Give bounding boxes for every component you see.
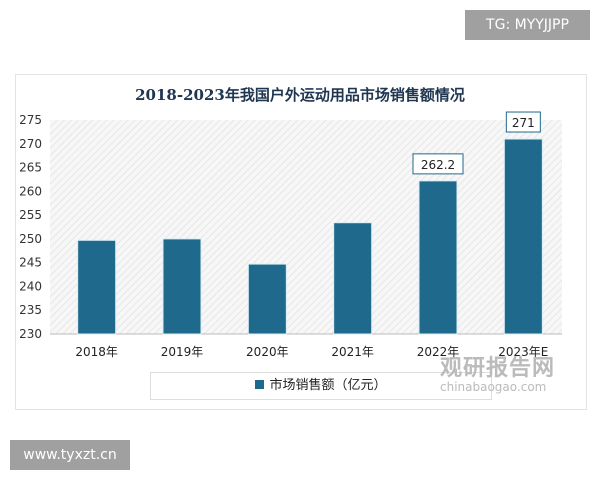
x-tick-label: 2021年 xyxy=(331,345,374,359)
data-label-box xyxy=(505,111,541,133)
chart-title: 2018-2023年我国户外运动用品市场销售额情况 xyxy=(135,86,465,104)
legend-swatch xyxy=(255,380,265,389)
legend: 市场销售额（亿元） xyxy=(150,372,492,400)
site-badge: www.tyxzt.cn xyxy=(10,440,130,470)
y-tick-label: 255 xyxy=(19,208,42,222)
data-label: 262.2 xyxy=(421,158,455,172)
y-tick-label: 260 xyxy=(19,184,42,198)
x-tick-label: 2023年E xyxy=(498,345,548,359)
y-tick-label: 235 xyxy=(19,303,42,317)
x-tick-label: 2019年 xyxy=(161,345,204,359)
data-label: 271 xyxy=(512,116,535,130)
legend-label: 市场销售额（亿元） xyxy=(269,378,387,393)
watermark: 观研报告网 chinabaogao.com xyxy=(440,350,555,394)
y-tick-label: 270 xyxy=(19,137,42,151)
watermark-en: chinabaogao.com xyxy=(440,380,547,394)
bar xyxy=(247,263,287,335)
y-tick-label: 240 xyxy=(19,279,42,293)
y-tick-label: 265 xyxy=(19,161,42,175)
x-tick-label: 2022年 xyxy=(417,345,460,359)
bar xyxy=(503,138,543,335)
plot-area xyxy=(50,120,562,334)
data-label-box xyxy=(412,153,464,175)
bar xyxy=(333,222,373,335)
x-tick-label: 2018年 xyxy=(75,345,118,359)
bar xyxy=(418,180,458,335)
bar xyxy=(162,238,202,335)
tg-badge: TG: MYYJJPP xyxy=(465,10,590,40)
x-tick-label: 2020年 xyxy=(246,345,289,359)
watermark-cn: 观研报告网 xyxy=(440,356,556,381)
bar xyxy=(77,239,117,335)
y-tick-label: 230 xyxy=(19,327,42,341)
y-tick-label: 250 xyxy=(19,232,42,246)
y-tick-label: 275 xyxy=(19,113,42,127)
y-tick-label: 245 xyxy=(19,256,42,270)
